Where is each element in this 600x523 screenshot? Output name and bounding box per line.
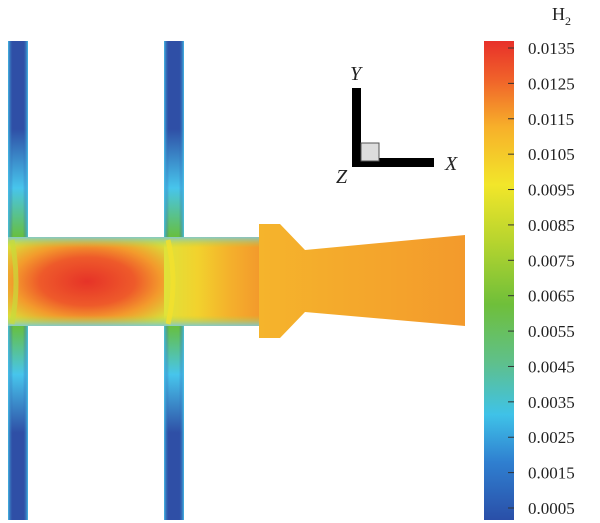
colorbar-tick-label: 0.0015 bbox=[528, 464, 575, 483]
axis-x-label: X bbox=[444, 153, 458, 175]
colorbar-tick-label: 0.0105 bbox=[528, 145, 575, 164]
flow-domain bbox=[8, 41, 465, 520]
colorbar: H2 0.01350.01250.01150.01050.00950.00850… bbox=[484, 4, 575, 520]
colorbar-tick-label: 0.0075 bbox=[528, 251, 575, 270]
colorbar-tick-label: 0.0025 bbox=[528, 428, 575, 447]
middle-pipe bbox=[164, 41, 184, 520]
axis-z-label: Z bbox=[336, 166, 348, 188]
main-channel bbox=[8, 237, 259, 326]
left-pipe bbox=[8, 41, 28, 520]
colorbar-title: H2 bbox=[552, 4, 571, 28]
colorbar-ticks: 0.0135 0.0125 0.0115 0.0105 0.0095 0.0085 0.00… bbox=[508, 39, 575, 518]
colorbar-tick-label: 0.0085 bbox=[528, 216, 575, 235]
colorbar-tick-label: 0.0115 bbox=[528, 110, 574, 129]
colorbar-tick-label: 0.0125 bbox=[528, 74, 575, 93]
colorbar-tick-label: 0.0095 bbox=[528, 181, 575, 200]
colorbar-tick-label: 0.0135 bbox=[528, 39, 575, 58]
colorbar-tick-label: 0.0065 bbox=[528, 287, 575, 306]
colorbar-tick-label: 0.0035 bbox=[528, 393, 575, 412]
colorbar-tick-label: 0.0055 bbox=[528, 322, 575, 341]
axis-triad: Y X Z bbox=[336, 63, 458, 188]
colorbar-gradient bbox=[484, 41, 514, 520]
axis-y-label: Y bbox=[350, 63, 363, 85]
nozzle bbox=[259, 224, 465, 338]
colorbar-tick-label: 0.0045 bbox=[528, 357, 575, 376]
colorbar-tick-label: 0.0005 bbox=[528, 499, 575, 518]
